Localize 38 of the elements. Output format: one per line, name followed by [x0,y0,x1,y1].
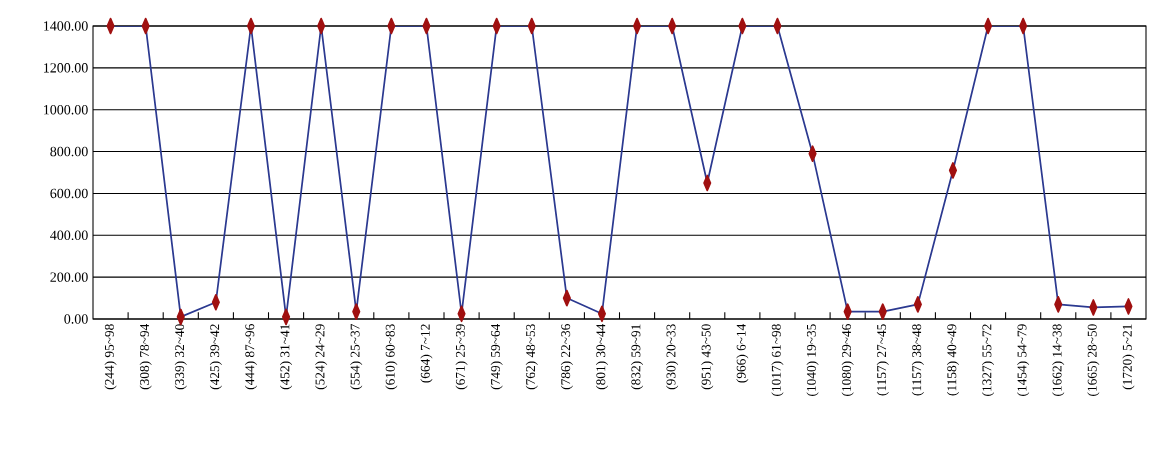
x-tick-label: (425) 39~42 [209,324,222,390]
x-tick-label: (749) 59~64 [490,323,503,390]
y-tick-label: 1000.00 [44,104,88,115]
x-tick-label: (966) 6~14 [736,323,749,383]
x-tick-label: (554) 25~37 [350,324,363,390]
y-tick-label: 600.00 [50,188,88,199]
y-tick-label: 200.00 [50,272,88,282]
x-tick-label: (1040) 19~35 [806,324,819,396]
x-tick-label: (339) 32~40 [174,324,187,390]
y-tick-label: 800.00 [50,146,88,157]
y-tick-label: 400.00 [50,230,88,241]
y-tick-label: 1400.00 [44,21,88,31]
x-tick-label: (671) 25~39 [455,324,468,390]
x-tick-label: (1158) 40~49 [946,324,959,396]
x-tick-label: (1327) 55~72 [981,324,995,396]
x-tick-label: (832) 59~91 [631,324,644,390]
x-tick-label: (664) 7~12 [420,324,433,383]
x-tick-label: (308) 78~94 [139,323,152,390]
x-tick-label: (524) 24~29 [315,324,328,390]
x-tick-label: (610) 60~83 [385,324,398,390]
x-tick-label: (951) 43~50 [701,324,714,390]
y-tick-label: 0.00 [64,314,88,324]
x-tick-label: (786) 22~36 [560,324,573,390]
y-tick-label: 1200.00 [44,63,88,73]
x-tick-label: (244) 95~98 [104,324,117,390]
x-tick-label: (1720) 5~21 [1122,324,1135,390]
x-tick-label: (1080) 29~46 [841,324,854,396]
x-tick-label: (1662) 14~38 [1052,324,1065,396]
x-tick-label: (1454) 54~79 [1017,324,1030,396]
x-tick-label: (444) 87~96 [244,324,257,390]
x-tick-label: (930) 20~33 [666,324,679,390]
x-tick-label: (1665) 28~50 [1087,324,1100,396]
x-tick-label: (452) 31~41 [280,324,293,390]
x-tick-label: (1157) 38~48 [911,324,924,396]
x-tick-label: (1157) 27~45 [876,324,889,396]
x-tick-label: (762) 48~53 [525,324,538,390]
x-tick-label: (1017) 61~98 [771,324,784,396]
x-tick-label: (801) 30~44 [595,323,608,390]
